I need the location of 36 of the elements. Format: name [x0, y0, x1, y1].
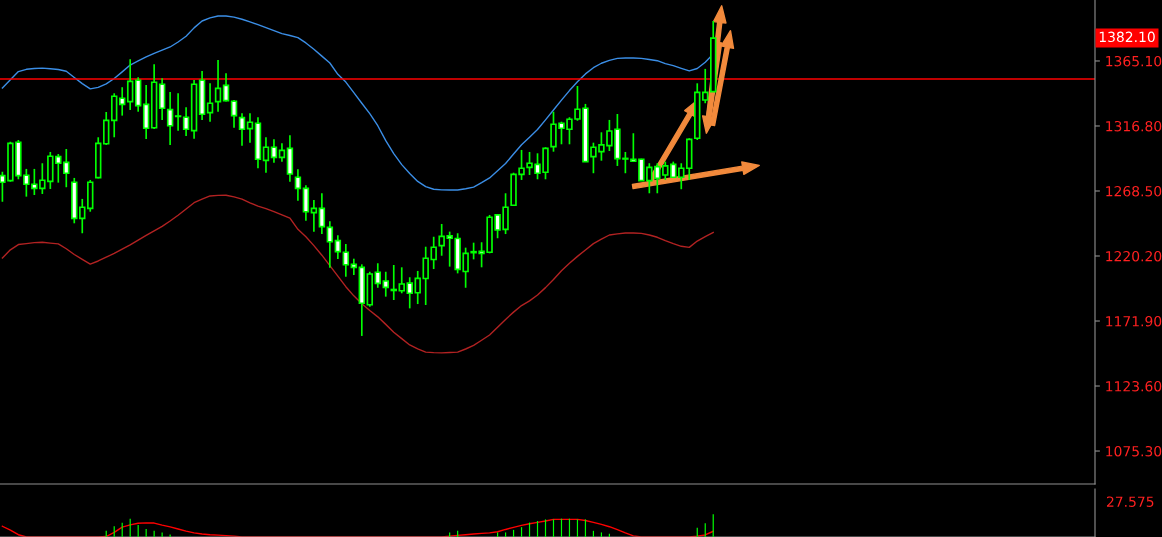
candlestick [326, 220, 334, 269]
candlestick [214, 59, 222, 113]
candlestick [166, 91, 174, 146]
candlestick [230, 99, 238, 129]
candlestick [174, 92, 182, 132]
candlestick [382, 270, 389, 298]
candlestick [246, 112, 254, 144]
y-tick-label: 1220.20 [1106, 250, 1162, 262]
candlestick [102, 111, 110, 146]
line-series [1, 194, 714, 354]
candlestick [238, 112, 246, 147]
candlestick [294, 168, 302, 202]
y-tick-label: 1316.80 [1106, 120, 1162, 132]
candlestick [262, 136, 270, 174]
candlestick [342, 243, 350, 278]
candlestick [118, 86, 126, 117]
y-tick-label: 1365.10 [1106, 55, 1162, 67]
candlestick [206, 82, 214, 123]
y-tick-label: 1075.30 [1106, 445, 1162, 457]
y-tick-label: 1123.60 [1106, 380, 1162, 392]
candlestick [270, 138, 278, 164]
candlestick [222, 72, 230, 103]
text: 27.575 [1106, 496, 1154, 507]
candlestick [318, 192, 326, 235]
candlestick [158, 77, 166, 121]
y-tick-label: 1268.50 [1106, 185, 1162, 197]
candlestick [126, 58, 134, 111]
candlestick [702, 68, 709, 105]
text: 1382.10 [1099, 31, 1155, 43]
y-tick-label: 1171.90 [1106, 315, 1162, 327]
candlestick [374, 262, 382, 289]
candlestick [142, 84, 150, 140]
candlestick [182, 106, 190, 137]
candlestick [334, 234, 342, 260]
candlestick [278, 142, 286, 163]
candlestick [302, 184, 310, 222]
